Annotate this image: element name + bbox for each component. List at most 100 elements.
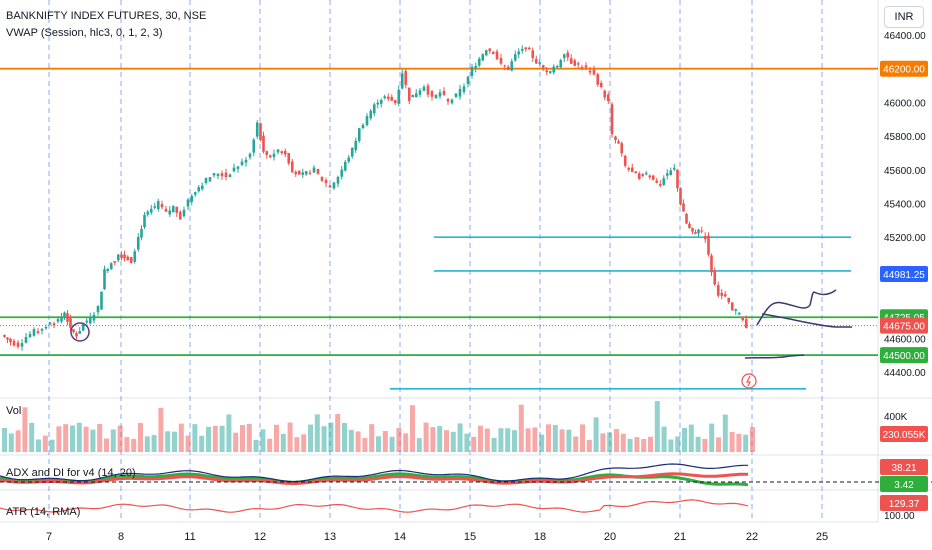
volume-bar	[396, 428, 402, 452]
candle-body	[614, 136, 617, 140]
candle-body	[694, 232, 697, 234]
candle-body	[545, 70, 549, 73]
candle-body	[682, 203, 685, 212]
volume-bar	[165, 431, 171, 452]
time-tick-label: 11	[184, 531, 195, 543]
candle-body	[566, 52, 570, 58]
volume-bar	[267, 438, 273, 452]
candle-body	[534, 58, 538, 64]
candle-body	[580, 67, 584, 69]
candle-body	[548, 71, 552, 73]
price-tick-label: 44400.00	[884, 368, 926, 379]
atr-pane-label[interactable]: ATR (14, RMA)	[6, 506, 81, 518]
candle-body	[376, 102, 380, 105]
candle-body	[175, 206, 179, 213]
candle-body	[28, 333, 32, 338]
candle-body	[40, 328, 44, 331]
candle-body	[126, 256, 130, 261]
adx-pane-label[interactable]: ADX and DI for v4 (14, 20)	[6, 467, 136, 479]
candle-body	[365, 116, 369, 126]
volume-bar	[342, 422, 347, 452]
candle-body	[627, 168, 631, 170]
volume-bar	[736, 433, 742, 452]
symbol-title[interactable]: BANKNIFTY INDEX FUTURES, 30, NSE	[6, 10, 207, 22]
volume-bar	[478, 425, 483, 452]
candle-body	[517, 51, 521, 55]
candle-body	[244, 159, 248, 163]
volume-pane-label[interactable]: Vol	[6, 405, 22, 417]
candle-body	[92, 314, 96, 321]
candle-body	[66, 313, 69, 322]
candle-body	[630, 167, 634, 172]
candle-body	[197, 187, 201, 192]
candle-body	[208, 177, 212, 182]
candle-body	[407, 87, 411, 101]
candle-body	[430, 91, 434, 97]
candle-body	[513, 54, 517, 61]
candle-body	[212, 173, 216, 176]
candle-body	[146, 211, 150, 215]
candle-body	[48, 322, 52, 325]
candle-body	[357, 128, 361, 141]
volume-bar	[505, 428, 511, 452]
candle-body	[438, 92, 442, 97]
candle-body	[100, 291, 103, 310]
candle-body	[81, 324, 85, 331]
adx-label: 38.21	[891, 463, 916, 474]
candle-body	[559, 60, 563, 68]
candle-body	[744, 319, 748, 329]
volume-bar	[63, 424, 69, 452]
candle-body	[164, 208, 168, 212]
candle-body	[133, 251, 137, 262]
candle-body	[520, 49, 524, 51]
candle-body	[149, 208, 153, 213]
candle-body	[52, 323, 56, 326]
volume-bar	[49, 439, 55, 452]
candle-body	[741, 316, 745, 321]
volume-bar	[573, 436, 579, 452]
volume-bar	[600, 433, 606, 452]
price-tick-label: 45600.00	[884, 166, 926, 177]
candle-body	[676, 169, 679, 189]
volume-bar	[457, 423, 463, 452]
candle-body	[477, 58, 481, 66]
candle-body	[710, 255, 713, 273]
candle-body	[265, 151, 269, 155]
grid	[0, 0, 932, 523]
volume-bars	[2, 401, 755, 452]
price-tick-label: 45800.00	[884, 132, 926, 143]
time-tick-label: 7	[46, 531, 52, 543]
volume-bar	[416, 438, 422, 452]
candle-body	[584, 65, 588, 68]
candle-body	[168, 210, 172, 215]
volume-bar	[491, 437, 497, 452]
candle-body	[524, 47, 528, 50]
candle-body	[328, 185, 332, 188]
candle-body	[644, 172, 648, 175]
volume-bar	[90, 429, 96, 452]
vwap-legend[interactable]: VWAP (Session, hlc3, 0, 1, 2, 3)	[6, 27, 163, 39]
atr-line	[0, 499, 749, 513]
volume-bar	[614, 429, 619, 452]
price-label: 44500.00	[883, 351, 925, 362]
volume-bar	[117, 425, 123, 452]
candle-body	[78, 331, 82, 334]
candle-body	[350, 147, 354, 157]
volume-bar	[219, 425, 225, 452]
candle-body	[372, 104, 376, 114]
time-tick-label: 20	[604, 531, 616, 543]
candle-body	[3, 334, 6, 337]
volume-bar	[253, 439, 259, 452]
volume-bar	[450, 431, 456, 452]
candle-body	[397, 89, 401, 104]
adx-label: 3.42	[894, 480, 914, 491]
time-tick-label: 18	[534, 531, 546, 543]
candle-body	[555, 66, 559, 68]
price-tick-label: 44600.00	[884, 334, 926, 345]
volume-bar	[709, 423, 715, 452]
candle-body	[116, 254, 120, 261]
currency-button[interactable]: INR	[884, 6, 924, 28]
volume-bar	[83, 426, 89, 452]
candle-body	[488, 48, 492, 51]
